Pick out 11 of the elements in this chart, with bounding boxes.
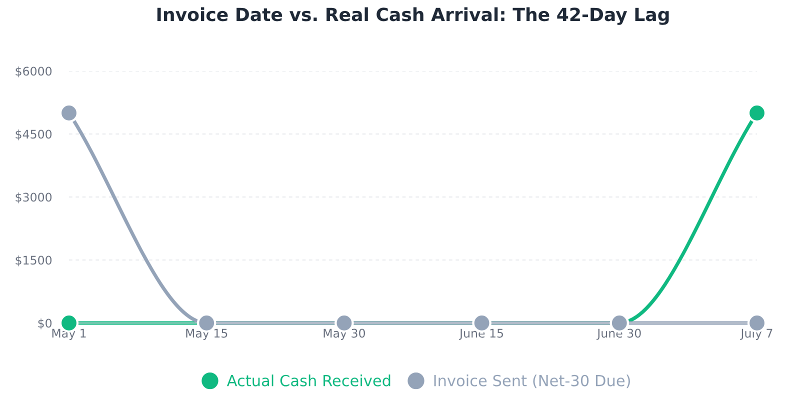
y-tick-label: $3000	[16, 192, 52, 204]
x-tick-label: May 30	[324, 328, 366, 340]
y-tick-label: $1500	[16, 256, 52, 266]
chart-title: Invoice Date vs. Real Cash Arrival: The 42-Day Lag	[157, 7, 669, 25]
x-tick-label: May 1	[52, 328, 86, 340]
legend-label: Actual Cash Received	[226, 374, 390, 386]
legend-label: Invoice Sent (Net-30 Due)	[434, 374, 630, 388]
y-tick-label: $0	[38, 318, 52, 330]
y-tick-label: $6000	[16, 66, 52, 78]
y-tick-label: $4500	[16, 130, 52, 140]
x-tick-label: May 15	[186, 328, 228, 340]
